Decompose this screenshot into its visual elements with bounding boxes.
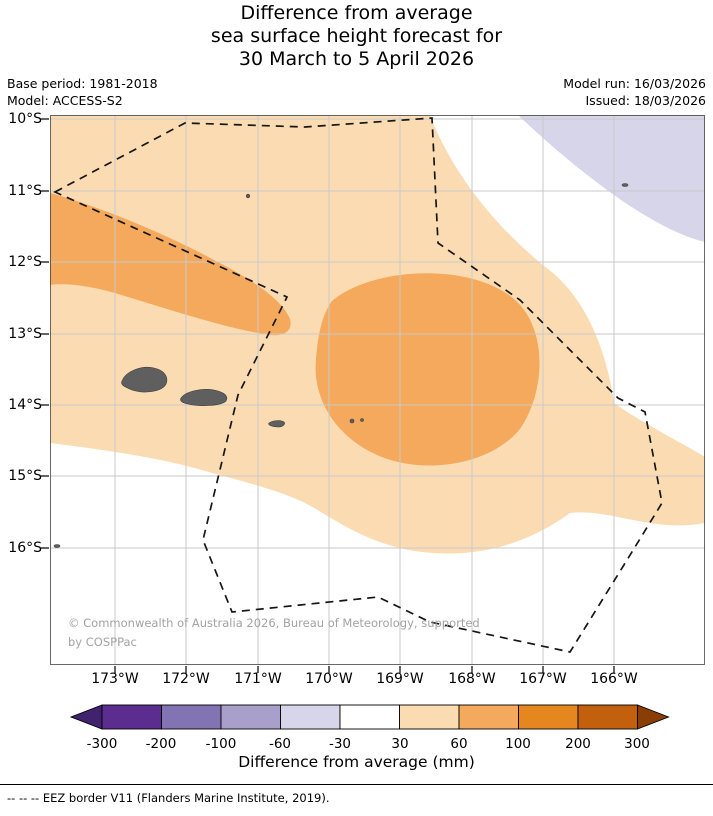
colorbar-tick-label: 100 <box>505 736 531 752</box>
eez-legend: -- -- -- EEZ border V11 (Flanders Marine… <box>7 791 330 805</box>
island-large-east <box>180 389 228 406</box>
island-small-central <box>268 420 285 428</box>
lat-tick-label: 12°S <box>8 254 42 270</box>
island-large-west <box>121 366 168 393</box>
model-run-label: Model run: 16/03/2026 <box>563 76 706 91</box>
islands <box>53 183 629 548</box>
colorbar <box>69 704 670 730</box>
base-period-label: Base period: 1981-2018 <box>7 76 158 91</box>
colorbar-caption: Difference from average (mm) <box>238 753 475 771</box>
colorbar-right-arrow <box>637 704 670 730</box>
colorbar-tick-label: 30 <box>391 736 409 752</box>
colorbar-tick-label: 200 <box>565 736 591 752</box>
colorbar-tick-label: -300 <box>86 736 118 752</box>
island-dot-northeast <box>621 183 629 187</box>
colorbar-segment <box>339 704 400 730</box>
title-line-1: Difference from average <box>240 2 473 24</box>
colorbar-segment <box>101 704 162 730</box>
title-line-3: 30 March to 5 April 2026 <box>238 48 475 70</box>
colorbar-segment <box>518 704 579 730</box>
lon-tick-label: 166°W <box>590 671 638 687</box>
lon-tick-label: 168°W <box>448 671 496 687</box>
colorbar-tick-label: -200 <box>145 736 177 752</box>
meta-left: Base period: 1981-2018 Model: ACCESS-S2 <box>7 75 158 109</box>
meta-right: Model run: 16/03/2026 Issued: 18/03/2026 <box>563 75 706 109</box>
lon-tick-label: 171°W <box>234 671 282 687</box>
lon-tick-label: 167°W <box>519 671 567 687</box>
title-line-2: sea surface height forecast for <box>210 25 503 47</box>
colorbar-segment <box>220 704 281 730</box>
footer-divider <box>0 784 713 785</box>
model-label: Model: ACCESS-S2 <box>7 93 123 108</box>
copyright-line-2: by COSPPac <box>68 635 137 649</box>
colorbar-tick-label: -100 <box>205 736 237 752</box>
copyright-line-1: © Commonwealth of Australia 2026, Bureau… <box>68 616 480 630</box>
lon-tick-label: 170°W <box>305 671 353 687</box>
island-dot-north <box>245 193 251 199</box>
lat-tick-label: 11°S <box>8 183 42 199</box>
grid-lines <box>50 115 705 665</box>
colorbar-tick-label: 300 <box>624 736 650 752</box>
colorbar-segment <box>577 704 638 730</box>
colorbar-segment <box>458 704 519 730</box>
page-title: Difference from average sea surface heig… <box>0 2 713 71</box>
island-dot-east-2 <box>360 418 364 422</box>
contour-region-pos-60-100-west <box>50 193 291 336</box>
colorbar-segment <box>280 704 341 730</box>
lat-tick-label: 14°S <box>8 397 42 413</box>
axis-ticks <box>41 118 615 673</box>
lon-tick-label: 172°W <box>162 671 210 687</box>
colorbar-tick-label: 60 <box>450 736 468 752</box>
map-canvas <box>41 115 705 673</box>
colorbar-tick-label: -30 <box>328 736 352 752</box>
colorbar-segment <box>161 704 222 730</box>
lat-tick-label: 15°S <box>8 468 42 484</box>
copyright-note: © Commonwealth of Australia 2026, Bureau… <box>68 614 480 652</box>
lon-tick-label: 173°W <box>91 671 139 687</box>
colorbar-tick-label: -60 <box>268 736 292 752</box>
contour-region-pos-60-100-central <box>315 273 540 466</box>
island-dot-east-1 <box>349 418 355 424</box>
eez-border <box>53 117 663 653</box>
island-dot-southwest <box>53 544 61 548</box>
contour-region-neg-60-30 <box>518 115 705 242</box>
issued-label: Issued: 18/03/2026 <box>585 93 707 108</box>
colorbar-left-arrow <box>69 704 103 730</box>
lat-tick-label: 16°S <box>8 540 42 556</box>
lat-tick-label: 13°S <box>8 326 42 342</box>
colorbar-segment <box>399 704 460 730</box>
lon-tick-label: 169°W <box>376 671 424 687</box>
map-frame <box>50 115 705 665</box>
lat-tick-label: 10°S <box>8 111 42 127</box>
